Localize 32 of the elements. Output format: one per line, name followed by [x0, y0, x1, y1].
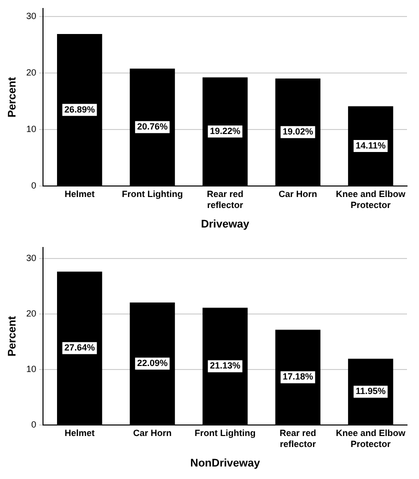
x-tick-label: Helmet — [64, 428, 95, 438]
y-tick-label: 30 — [26, 252, 36, 263]
data-label: 17.18% — [282, 372, 314, 382]
y-tick-label: 0 — [31, 420, 36, 430]
data-label: 19.02% — [282, 126, 314, 137]
data-label: 11.95% — [356, 386, 386, 396]
x-tick-label: Knee and Elbow Protector — [336, 428, 406, 449]
x-axis-title: NonDriveway — [190, 457, 261, 470]
x-axis-title: Driveway — [200, 218, 250, 230]
y-tick-label: 10 — [26, 364, 36, 374]
y-tick-label: 30 — [26, 10, 36, 21]
x-tick-label: Rear red reflector — [280, 428, 316, 449]
y-axis-title: Percent — [6, 316, 19, 356]
data-label: 19.22% — [210, 126, 240, 136]
x-tick-label: Front Lighting — [122, 189, 183, 200]
x-tick-label: Front Lighting — [194, 428, 256, 438]
data-label: 14.11% — [356, 140, 386, 150]
x-tick-label: Car Horn — [278, 189, 318, 200]
y-axis-title: Percent — [6, 76, 19, 118]
data-label: 26.89% — [64, 104, 95, 114]
data-label: 27.64% — [64, 342, 95, 353]
data-label: 21.13% — [210, 360, 240, 371]
y-tick-label: 10 — [26, 124, 36, 134]
x-tick-label: Knee and Elbow Protector — [336, 189, 406, 210]
y-tick-label: 0 — [31, 180, 36, 191]
data-label: 22.09% — [137, 358, 168, 368]
y-tick-label: 20 — [26, 308, 36, 319]
data-label: 20.76% — [137, 122, 168, 132]
x-tick-label: Rear red reflector — [206, 189, 244, 210]
y-tick-label: 20 — [26, 67, 36, 78]
x-tick-label: Car Horn — [133, 428, 172, 438]
x-tick-label: Helmet — [64, 189, 95, 200]
